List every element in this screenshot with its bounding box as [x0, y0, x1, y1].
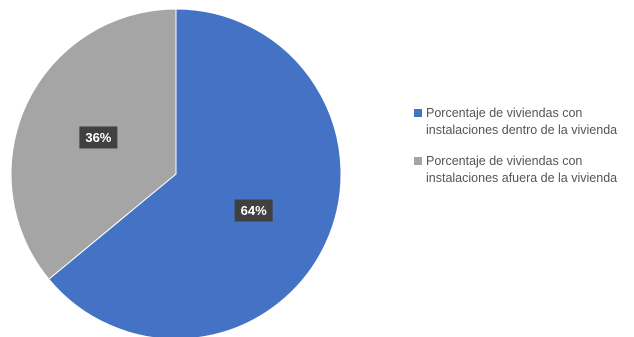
legend-label-afuera: Porcentaje de viviendas con instalacione…	[426, 154, 618, 185]
data-label-text-dentro: 64%	[241, 203, 267, 218]
legend-item-afuera: Porcentaje de viviendas con instalacione…	[414, 153, 632, 187]
legend-item-dentro: Porcentaje de viviendas con instalacione…	[414, 105, 632, 139]
data-label-afuera: 36%	[79, 126, 118, 149]
pie-slice-dentro	[48, 8, 342, 337]
data-label-box-afuera	[79, 126, 118, 149]
data-label-text-afuera: 36%	[85, 130, 111, 145]
legend-swatch-afuera	[414, 157, 422, 165]
legend: Porcentaje de viviendas con instalacione…	[414, 105, 632, 201]
legend-label-dentro: Porcentaje de viviendas con instalacione…	[426, 106, 618, 137]
data-label-dentro: 64%	[234, 199, 273, 222]
data-label-box-dentro	[234, 199, 273, 222]
legend-swatch-dentro	[414, 109, 422, 117]
